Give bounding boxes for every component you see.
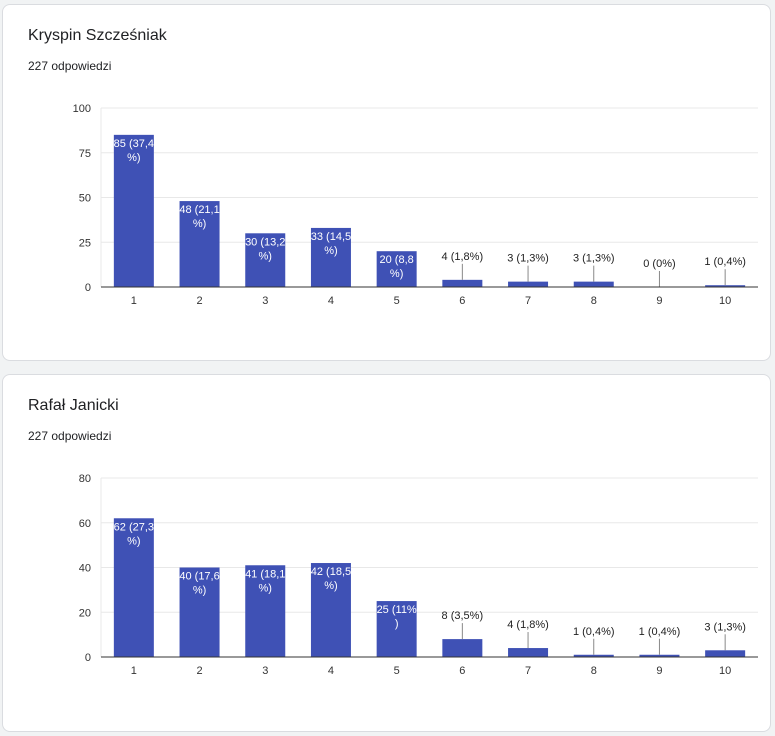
data-label: %) [324,245,337,257]
data-label: 40 (17,6 [179,571,219,583]
y-tick-label: 60 [79,518,91,530]
x-tick-label: 1 [131,665,137,677]
data-label: %) [127,535,140,547]
data-label: 25 (11% [377,604,417,616]
x-tick-label: 7 [525,665,531,677]
response-count: 227 odpowiedzi [28,59,112,73]
question-card: Kryspin Szcześniak 227 odpowiedzi 0 25 50 7… [2,4,771,361]
bar [508,281,549,287]
y-tick-label: 25 [79,237,91,249]
data-label: 41 (18,1 [245,568,285,580]
data-label: %) [390,268,403,280]
question-card: Rafał Janicki 227 odpowiedzi 0 20 40 60 80 62… [2,374,771,732]
x-tick-label: 9 [656,295,662,307]
data-label: 4 (1,8%) [442,251,484,263]
bar [573,654,614,657]
data-label: 3 (1,3%) [507,253,549,265]
data-label: 85 (37,4 [114,138,154,150]
response-count: 227 odpowiedzi [28,429,112,443]
y-tick-label: 40 [79,563,91,575]
data-label: 62 (27,3 [114,521,154,533]
data-label: 20 (8,8 [380,254,414,266]
data-label: 42 (18,5 [311,566,351,578]
bar [179,567,220,657]
question-title: Kryspin Szcześniak [28,27,167,44]
x-tick-label: 8 [591,295,597,307]
data-label: 4 (1,8%) [507,619,549,631]
data-label: 30 (13,2 [245,236,285,248]
x-tick-label: 8 [591,665,597,677]
data-label: %) [259,582,272,594]
data-label: 3 (1,3%) [704,621,746,633]
data-label: 48 (21,1 [179,204,219,216]
x-tick-label: 2 [196,295,202,307]
bar [179,201,220,287]
x-tick-label: 7 [525,295,531,307]
x-tick-label: 4 [328,665,334,677]
x-tick-label: 5 [394,295,400,307]
bar-chart: 0 20 40 60 80 62 (27,3%) 1 40 (17,6%) 2 41 (18,1%… [79,473,758,677]
x-tick-label: 4 [328,295,334,307]
x-tick-label: 3 [262,665,268,677]
bar [245,233,286,287]
data-label: %) [127,152,140,164]
bar [705,285,746,287]
x-tick-label: 9 [656,665,662,677]
bar [310,227,351,287]
data-label: 0 (0%) [643,258,675,270]
question-title: Rafał Janicki [28,397,119,414]
data-label: 8 (3,5%) [442,610,484,622]
data-label: %) [193,218,206,230]
data-label: 1 (0,4%) [573,626,615,638]
x-tick-label: 1 [131,295,137,307]
x-tick-label: 6 [459,295,465,307]
data-label: %) [324,580,337,592]
bar [508,648,549,657]
x-tick-label: 2 [196,665,202,677]
x-tick-label: 10 [719,295,731,307]
data-label: %) [193,585,206,597]
bar [245,565,286,657]
data-label: ) [395,618,399,630]
bar [376,251,417,287]
x-tick-label: 10 [719,665,731,677]
bar [705,650,746,657]
y-tick-label: 20 [79,607,91,619]
y-tick-label: 75 [79,148,91,160]
y-tick-label: 80 [79,473,91,485]
x-tick-label: 5 [394,665,400,677]
x-tick-label: 6 [459,665,465,677]
y-tick-label: 100 [73,103,91,115]
y-tick-label: 50 [79,193,91,205]
data-label: 33 (14,5 [311,231,351,243]
bar [376,601,417,657]
x-tick-label: 3 [262,295,268,307]
bar [113,518,154,657]
data-label: 1 (0,4%) [704,256,746,268]
data-label: %) [259,250,272,262]
bar [442,639,483,657]
bar [639,654,680,657]
bar [442,279,483,287]
y-tick-label: 0 [85,282,91,294]
data-label: 3 (1,3%) [573,253,615,265]
bar [310,563,351,657]
bar [573,281,614,287]
data-label: 1 (0,4%) [639,626,681,638]
y-tick-label: 0 [85,652,91,664]
bar [113,134,154,287]
